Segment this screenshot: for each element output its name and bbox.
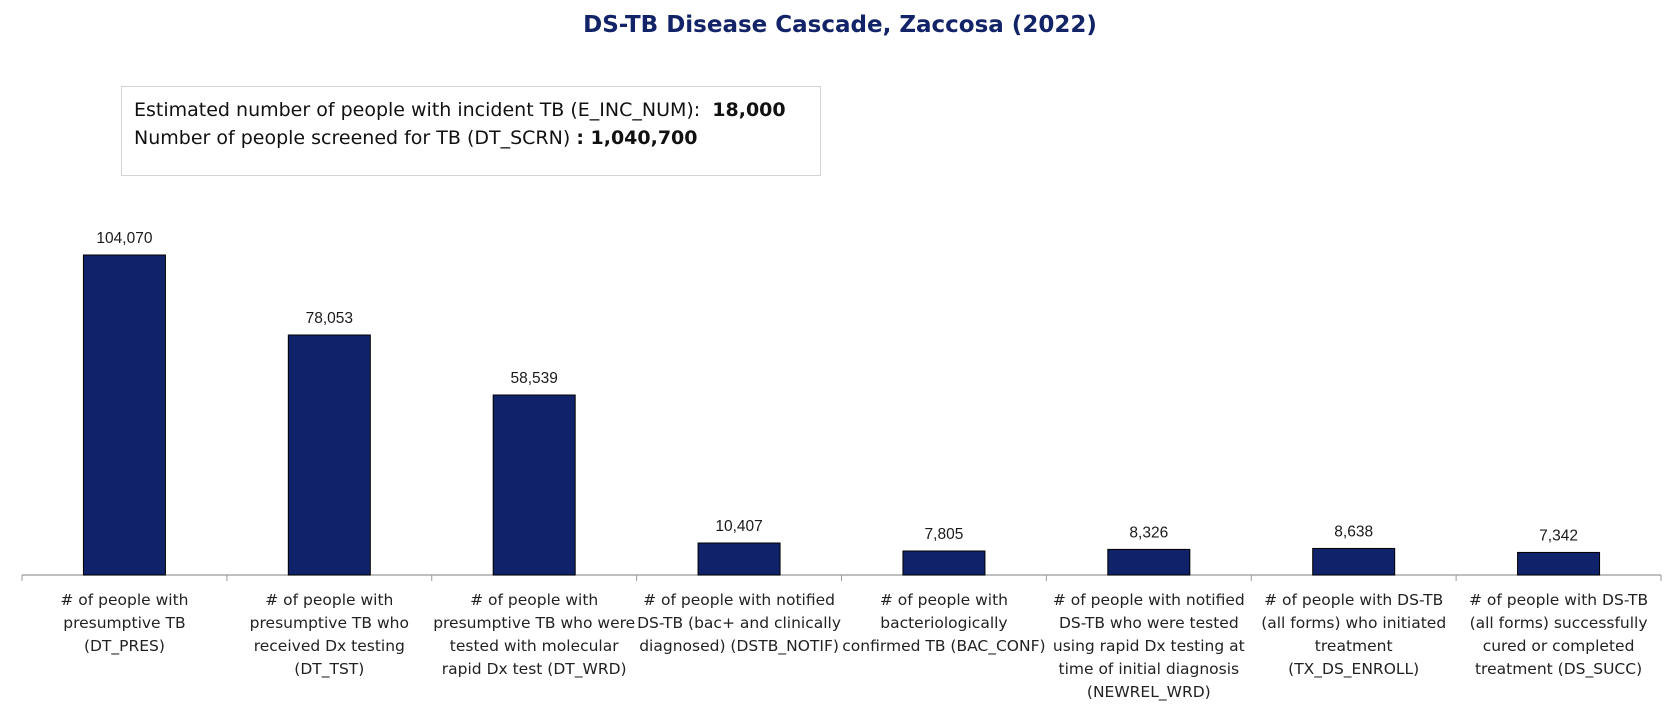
bar bbox=[492, 394, 576, 576]
bar bbox=[1312, 547, 1396, 576]
info-label-screened: Number of people screened for TB (DT_SCR… bbox=[134, 127, 571, 149]
bar-value-label: 7,342 bbox=[1539, 527, 1578, 544]
category-label: # of people with notified DS-TB who were… bbox=[1052, 591, 1245, 701]
bar-value-label: 104,070 bbox=[96, 230, 152, 247]
info-line-screened: Number of people screened for TB (DT_SCR… bbox=[134, 124, 808, 152]
bar-value-label: 8,638 bbox=[1334, 523, 1373, 540]
info-label-incidence: Estimated number of people with incident… bbox=[134, 99, 701, 121]
bar bbox=[82, 254, 166, 576]
category-label: # of people with presumptive TB who were… bbox=[433, 591, 636, 678]
bar bbox=[697, 542, 781, 576]
info-value-incidence: 18,000 bbox=[712, 99, 786, 121]
bar-value-label: 8,326 bbox=[1129, 524, 1168, 541]
chart-title: DS-TB Disease Cascade, Zaccosa (2022) bbox=[583, 12, 1097, 38]
bar-value-label: 58,539 bbox=[510, 370, 557, 387]
bar bbox=[1107, 548, 1191, 576]
bar-value-label: 10,407 bbox=[715, 518, 762, 535]
bar bbox=[287, 334, 371, 576]
bar bbox=[902, 550, 986, 576]
bar-value-label: 78,053 bbox=[306, 310, 353, 327]
bar-value-label: 7,805 bbox=[925, 526, 964, 543]
category-label: # of people with presumptive TB (DT_PRES… bbox=[60, 591, 189, 655]
info-box: Estimated number of people with incident… bbox=[121, 86, 821, 176]
category-label: # of people with presumptive TB who rece… bbox=[249, 591, 409, 678]
category-label: # of people with notified DS-TB (bac+ an… bbox=[637, 591, 842, 655]
category-label: # of people with DS-TB (all forms) succe… bbox=[1469, 591, 1649, 678]
category-label: # of people with DS-TB (all forms) who i… bbox=[1261, 591, 1447, 678]
bar bbox=[1517, 551, 1601, 576]
category-label: # of people with bacteriologically confi… bbox=[842, 591, 1046, 655]
info-value-screened: : 1,040,700 bbox=[576, 127, 698, 149]
info-line-incidence: Estimated number of people with incident… bbox=[134, 96, 808, 124]
